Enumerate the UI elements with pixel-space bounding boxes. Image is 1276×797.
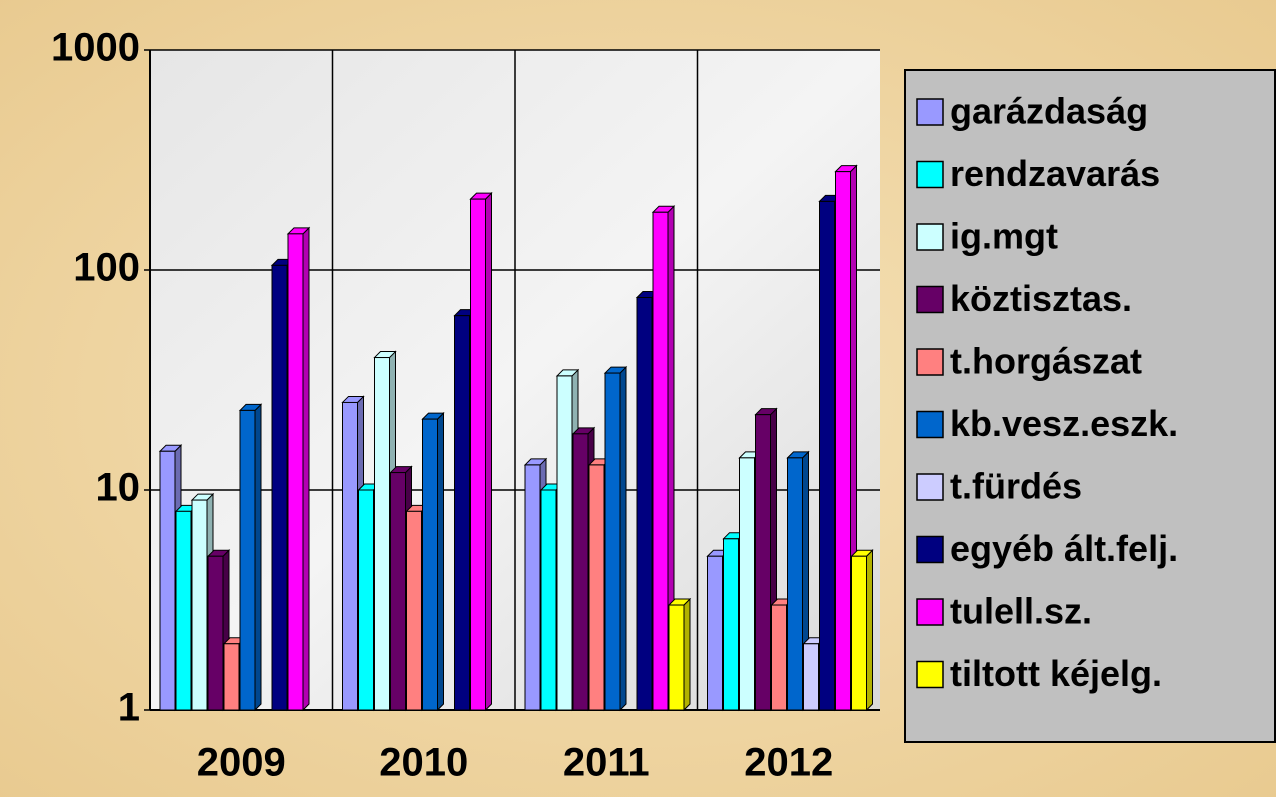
legend-swatch xyxy=(916,410,944,439)
x-tick-label: 2011 xyxy=(563,741,650,785)
legend-swatch xyxy=(916,160,944,189)
bar xyxy=(540,489,557,711)
bar xyxy=(454,315,470,711)
bar xyxy=(342,401,358,711)
bar xyxy=(636,296,653,711)
legend-label: tulell.sz. xyxy=(950,591,1092,632)
bar xyxy=(556,375,573,711)
bar xyxy=(835,171,851,711)
x-tick-label: 2012 xyxy=(744,741,833,785)
bar xyxy=(572,433,589,711)
y-tick-label: 100 xyxy=(73,246,140,290)
legend-swatch xyxy=(916,223,944,251)
legend-label: garázdaság xyxy=(950,91,1148,132)
bar xyxy=(668,604,685,711)
bar xyxy=(470,198,486,711)
bar xyxy=(787,457,803,711)
bar xyxy=(524,464,541,711)
bar-side xyxy=(485,191,492,712)
bar xyxy=(851,555,867,711)
legend-label: egyéb ált.felj. xyxy=(950,528,1178,569)
legend-swatch xyxy=(916,598,944,626)
bar xyxy=(819,200,835,711)
x-tick-label: 2010 xyxy=(379,741,468,785)
bar xyxy=(358,489,374,711)
bar xyxy=(652,211,669,711)
bar xyxy=(707,555,723,711)
bar xyxy=(803,643,819,711)
bar xyxy=(287,233,304,711)
legend-label: t.horgászat xyxy=(950,341,1142,382)
legend-swatch xyxy=(916,535,944,564)
bar-side xyxy=(254,403,262,712)
bar-side xyxy=(437,411,444,712)
y-tick-label: 10 xyxy=(96,466,141,510)
legend-swatch xyxy=(916,348,944,376)
y-tick-label: 1000 xyxy=(51,26,140,70)
bar xyxy=(723,538,739,711)
y-tick-label: 1 xyxy=(118,686,140,730)
legend-label: tiltott kéjelg. xyxy=(950,653,1162,694)
bar xyxy=(390,472,406,711)
bar-side xyxy=(866,549,873,712)
bar-side xyxy=(683,597,691,712)
bar xyxy=(271,264,288,711)
bar xyxy=(159,450,176,711)
legend-label: t.fürdés xyxy=(950,466,1082,507)
bar xyxy=(755,414,771,711)
bar xyxy=(406,510,422,711)
bar xyxy=(239,409,256,711)
bar-side xyxy=(302,226,310,712)
bar xyxy=(191,499,208,711)
bar xyxy=(739,457,755,711)
bar xyxy=(771,604,787,711)
bar xyxy=(588,464,605,711)
bar xyxy=(207,555,224,711)
legend-label: kb.vesz.eszk. xyxy=(950,403,1178,444)
legend-swatch xyxy=(916,473,944,501)
bar xyxy=(223,643,240,711)
bar xyxy=(175,510,192,711)
legend-label: ig.mgt xyxy=(950,216,1058,257)
bar-side xyxy=(619,365,627,712)
legend-label: rendzavarás xyxy=(950,153,1160,194)
legend-swatch xyxy=(916,285,944,314)
bar xyxy=(604,372,621,711)
legend xyxy=(904,69,1276,743)
legend-swatch xyxy=(916,98,944,126)
legend-swatch xyxy=(916,660,944,689)
bar xyxy=(374,357,390,711)
bar xyxy=(422,418,438,711)
x-tick-label: 2009 xyxy=(197,741,286,785)
legend-label: köztisztas. xyxy=(950,278,1132,319)
